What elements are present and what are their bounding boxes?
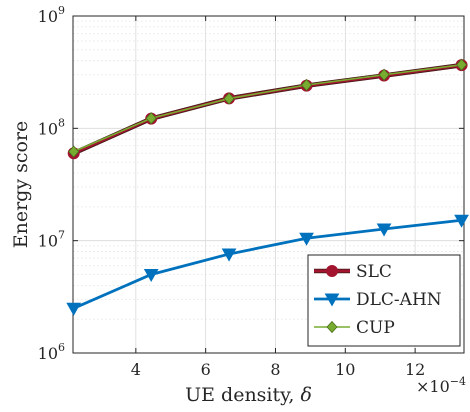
- data-point-cup: [301, 78, 313, 92]
- plot-frame: [72, 15, 465, 354]
- legend-label-cup: CUP: [356, 318, 395, 338]
- series-line-dlc-ahn: [73, 218, 462, 310]
- data-point-dlc-ahn: [299, 232, 314, 246]
- legend-entry-cup: CUP: [314, 318, 395, 338]
- x-tick-label: 12: [405, 360, 425, 379]
- data-point-cup: [145, 112, 157, 125]
- series-layer: [66, 58, 469, 316]
- y-tick-label: 107: [38, 229, 65, 251]
- series-slc: [67, 59, 468, 160]
- series-line-outline-slc: [72, 62, 462, 156]
- legend-entry-dlc-ahn: DLC-AHN: [314, 290, 442, 310]
- data-point-cup: [456, 58, 468, 71]
- x-axis-label: UE density, δ: [185, 384, 312, 406]
- series-line-cup: [73, 63, 462, 153]
- series-dlc-ahn: [66, 214, 469, 316]
- legend-entry-slc: SLC: [314, 262, 392, 282]
- y-axis-label: Energy score: [10, 121, 32, 249]
- legend-label-dlc-ahn: DLC-AHN: [356, 290, 442, 310]
- data-point-dlc-ahn: [66, 302, 82, 316]
- y-tick-label: 109: [38, 4, 65, 26]
- series-line-slc: [73, 63, 462, 155]
- data-point-cup: [68, 145, 80, 158]
- x-tick-label: 10: [335, 360, 355, 379]
- legend: SLC DLC-AHN CUP: [307, 254, 461, 347]
- data-point-dlc-ahn: [221, 248, 237, 262]
- legend-marker-dlc-ahn: [324, 293, 340, 307]
- x-tick-label: 6: [201, 360, 211, 379]
- x-tick-label: 4: [131, 360, 141, 379]
- data-point-dlc-ahn: [143, 268, 159, 282]
- y-tick-label: 108: [38, 116, 65, 138]
- y-tick-label: 106: [38, 341, 65, 363]
- data-point-dlc-ahn: [376, 223, 392, 237]
- data-point-cup: [378, 68, 390, 81]
- data-point-cup: [223, 92, 235, 105]
- x-tick-label: 8: [270, 360, 280, 379]
- series-cup: [68, 58, 468, 158]
- x-axis-multiplier: ×10−4: [416, 375, 466, 396]
- legend-label-slc: SLC: [356, 262, 392, 282]
- data-point-dlc-ahn: [454, 214, 469, 228]
- legend-marker-slc: [326, 265, 338, 277]
- legend-marker-cup: [326, 320, 338, 334]
- ticks-layer: 4 6 8 10 12 106 107 108 109: [38, 4, 464, 379]
